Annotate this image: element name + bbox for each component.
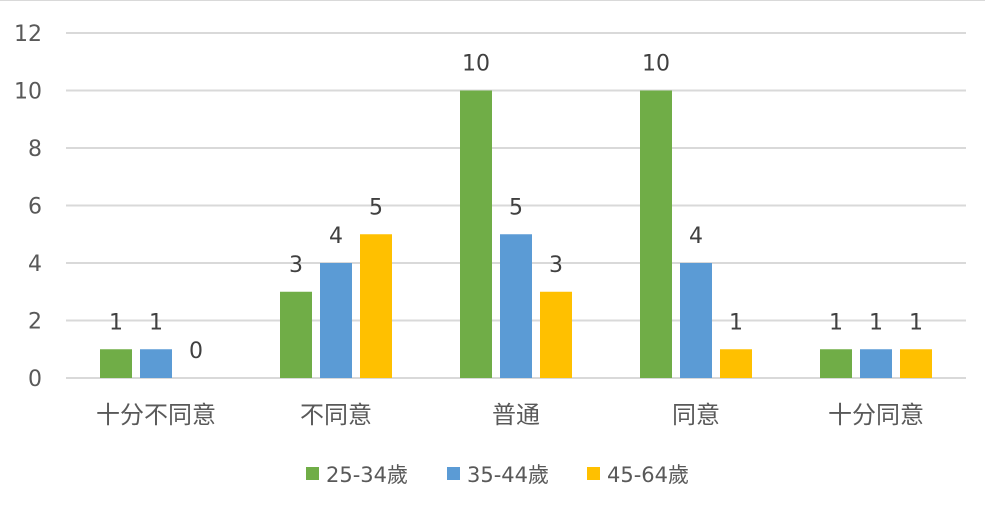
x-axis-categories: 十分不同意 不同意 普通 同意 十分同意: [96, 401, 924, 429]
data-label: 4: [329, 224, 343, 249]
y-tick-label: 6: [28, 195, 42, 220]
data-label: 5: [369, 195, 383, 220]
bar: [500, 234, 532, 378]
chart-top-border: [0, 0, 985, 1]
bar: [460, 90, 492, 378]
bar: [640, 90, 672, 378]
data-label: 4: [689, 224, 703, 249]
data-label: 1: [149, 310, 163, 335]
bars: [100, 90, 932, 378]
y-tick-label: 8: [28, 137, 42, 162]
bar: [540, 291, 572, 378]
bar: [280, 291, 312, 378]
y-tick-label: 2: [28, 310, 42, 335]
x-category-label: 不同意: [300, 401, 372, 429]
legend: 25-34歲 35-44歲 45-64歲: [306, 463, 689, 487]
y-tick-label: 12: [14, 22, 42, 47]
data-label: 3: [289, 253, 303, 278]
bar: [900, 349, 932, 378]
bar: [860, 349, 892, 378]
legend-swatch: [587, 467, 600, 480]
bar: [680, 263, 712, 378]
gridlines: [66, 32, 966, 379]
bar: [140, 349, 172, 378]
x-category-label: 普通: [492, 401, 540, 429]
legend-swatch: [447, 467, 460, 480]
legend-label: 35-44歲: [467, 463, 549, 487]
data-label: 3: [549, 253, 563, 278]
data-label: 1: [869, 310, 883, 335]
data-label: 0: [189, 339, 203, 364]
y-tick-label: 10: [14, 80, 42, 105]
y-axis-ticks: 0 2 4 6 8 10 12: [14, 22, 42, 392]
data-label: 1: [909, 310, 923, 335]
y-tick-label: 4: [28, 252, 42, 277]
legend-swatch: [306, 467, 319, 480]
data-label: 1: [109, 310, 123, 335]
data-label: 1: [829, 310, 843, 335]
x-category-label: 十分不同意: [96, 401, 216, 429]
legend-label: 25-34歲: [326, 463, 408, 487]
bar: [100, 349, 132, 378]
data-label: 10: [462, 52, 490, 77]
y-tick-label: 0: [28, 367, 42, 392]
bar: [820, 349, 852, 378]
bar: [720, 349, 752, 378]
bar: [320, 263, 352, 378]
data-label: 1: [729, 310, 743, 335]
legend-label: 45-64歲: [607, 463, 689, 487]
x-category-label: 十分同意: [828, 401, 924, 429]
data-label: 5: [509, 195, 523, 220]
bar: [360, 234, 392, 378]
x-category-label: 同意: [672, 401, 720, 429]
data-label: 10: [642, 52, 670, 77]
